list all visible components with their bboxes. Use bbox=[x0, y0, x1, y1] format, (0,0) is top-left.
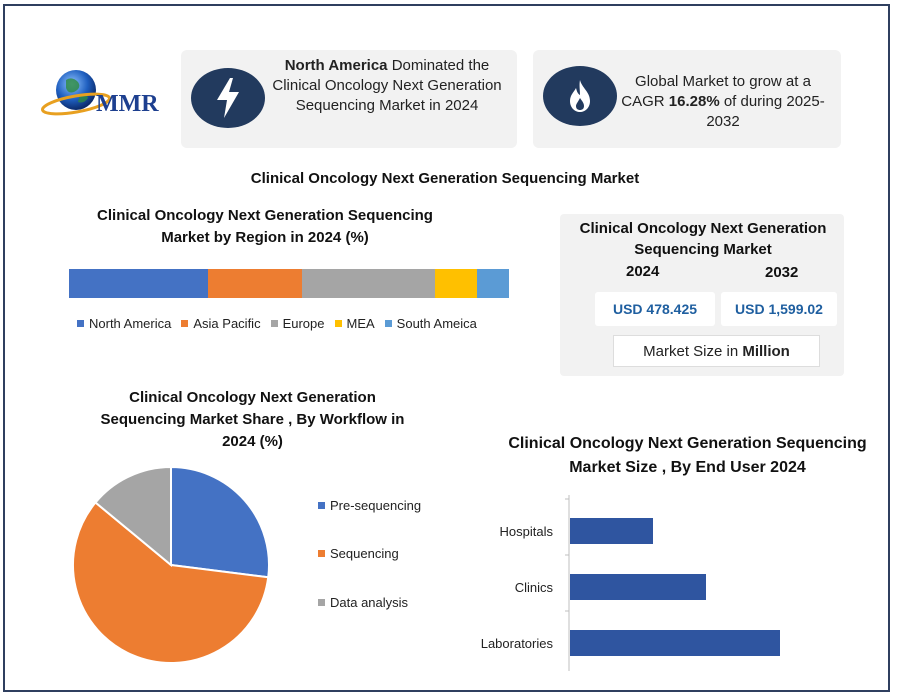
logo-text: MMR bbox=[96, 91, 159, 117]
region-legend: North America Asia Pacific Europe MEA South … bbox=[77, 316, 517, 331]
region-segment-europe bbox=[302, 269, 436, 298]
legend-swatch bbox=[318, 502, 325, 509]
enduser-category-label: Hospitals bbox=[500, 524, 554, 539]
infographic-frame bbox=[3, 4, 890, 692]
region-legend-item: Europe bbox=[270, 316, 325, 331]
region-legend-item: South Ameica bbox=[384, 316, 477, 331]
region-legend-item: North America bbox=[77, 316, 171, 331]
legend-swatch bbox=[318, 550, 325, 557]
pie-slice-pre-sequencing bbox=[170, 465, 270, 579]
region-segment-south-ameica bbox=[476, 269, 509, 298]
legend-swatch bbox=[318, 599, 325, 606]
legend-swatch bbox=[384, 320, 392, 327]
pie-slice-data-analysis bbox=[94, 465, 172, 568]
year-2024: 2024 bbox=[626, 263, 660, 280]
cagr-before: Global Market to grow at a CAGR bbox=[621, 73, 811, 110]
legend-label: MEA bbox=[346, 316, 375, 331]
unit-bold: Million bbox=[742, 342, 790, 360]
legend-label: Pre-sequencing bbox=[330, 498, 422, 513]
mmr-logo: MMR bbox=[38, 66, 168, 122]
region-chart-title: Clinical Oncology Next Generation Sequen… bbox=[97, 207, 433, 246]
workflow-pie bbox=[72, 465, 270, 664]
north-america-text: North America Dominated the Clinical Onc… bbox=[267, 56, 507, 116]
workflow-legend-item: Sequencing bbox=[318, 546, 399, 561]
value-2024: USD 478.425 bbox=[595, 292, 715, 326]
cagr-bold: 16.28% bbox=[668, 93, 720, 110]
cagr-after: of during 2025-2032 bbox=[706, 93, 825, 130]
lightning-icon bbox=[191, 68, 265, 128]
legend-swatch bbox=[77, 320, 84, 327]
legend-label: Data analysis bbox=[330, 595, 409, 610]
legend-label: Europe bbox=[282, 316, 325, 331]
legend-swatch bbox=[334, 320, 342, 327]
enduser-bar-hospitals bbox=[570, 518, 653, 544]
legend-label: North America bbox=[89, 316, 172, 331]
enduser-bar-chart: Hospitals Clinics Laboratories bbox=[481, 495, 780, 671]
workflow-legend-item: Pre-sequencing bbox=[318, 498, 421, 513]
unit-prefix: Market Size in bbox=[643, 342, 743, 360]
cagr-card: Global Market to grow at a CAGR 16.28% o… bbox=[533, 50, 841, 148]
cagr-text: Global Market to grow at a CAGR 16.28% o… bbox=[617, 72, 829, 132]
north-america-rest: Dominated the Clinical Oncology Next Gen… bbox=[272, 57, 502, 114]
globe-icon: MMR bbox=[40, 70, 159, 117]
flame-icon bbox=[543, 66, 617, 126]
market-size-card: Clinical Oncology Next Generation Sequen… bbox=[560, 214, 844, 376]
region-segment-asia-pacific bbox=[208, 269, 303, 298]
workflow-chart-title: Clinical Oncology Next Generation Sequen… bbox=[100, 389, 405, 450]
enduser-category-label: Clinics bbox=[515, 580, 554, 595]
enduser-category-label: Laboratories bbox=[481, 636, 554, 651]
workflow-legend-item: Data analysis bbox=[318, 595, 408, 610]
legend-swatch bbox=[270, 320, 278, 327]
legend-label: Asia Pacific bbox=[193, 316, 261, 331]
enduser-bar-clinics bbox=[570, 574, 706, 600]
value-2032: USD 1,599.02 bbox=[721, 292, 837, 326]
enduser-bar-laboratories bbox=[570, 630, 780, 656]
pie-slice-sequencing bbox=[72, 501, 270, 664]
legend-label: Sequencing bbox=[330, 546, 399, 561]
north-america-bold: North America bbox=[284, 57, 388, 74]
region-stacked-bar bbox=[69, 269, 509, 298]
main-title: Clinical Oncology Next Generation Sequen… bbox=[250, 170, 640, 187]
north-america-card: North America Dominated the Clinical Onc… bbox=[181, 50, 517, 148]
year-2032: 2032 bbox=[765, 264, 799, 281]
region-segment-north-america bbox=[69, 269, 209, 298]
legend-label: South Ameica bbox=[396, 316, 477, 331]
market-size-title: Clinical Oncology Next Generation Sequen… bbox=[579, 220, 827, 258]
region-legend-item: MEA bbox=[334, 316, 375, 331]
enduser-chart-title: Clinical Oncology Next Generation Sequen… bbox=[508, 435, 867, 476]
legend-swatch bbox=[181, 320, 189, 327]
market-size-unit: Market Size in Million bbox=[613, 335, 820, 367]
region-legend-item: Asia Pacific bbox=[181, 316, 261, 331]
region-segment-mea bbox=[435, 269, 477, 298]
